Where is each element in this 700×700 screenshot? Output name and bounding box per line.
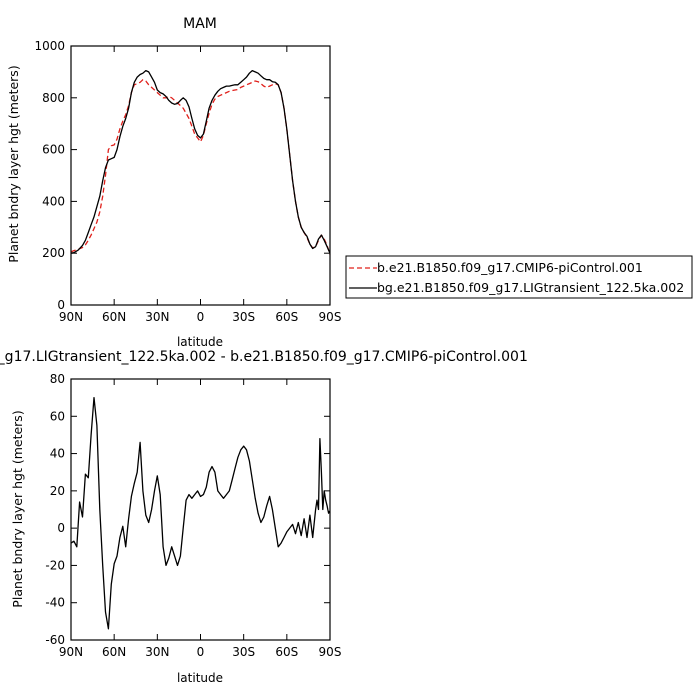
top-panel: MAM Planet bndry layer hgt (meters) lati… <box>6 16 693 349</box>
legend-entry-1: bg.e21.B1850.f09_g17.LIGtransient_122.5k… <box>377 280 684 295</box>
p2-xtick-label: 30S <box>232 645 255 659</box>
p2-xtick-label: 0 <box>197 645 205 659</box>
bottom-series-group <box>70 396 331 630</box>
p2-xtick-label: 60S <box>275 645 298 659</box>
bottom-y-axis-label: Planet bndry layer hgt (meters) <box>10 410 25 607</box>
legend: b.e21.B1850.f09_g17.CMIP6-piControl.001 … <box>345 255 693 299</box>
p1-xtick-label: 0 <box>197 310 205 324</box>
p1-ytick-label: 400 <box>42 194 65 208</box>
top-plot-frame <box>70 45 331 306</box>
top-y-axis-label: Planet bndry layer hgt (meters) <box>6 65 21 262</box>
p1-xtick-label: 30S <box>232 310 255 324</box>
p1-ytick-label: 600 <box>42 143 65 157</box>
p1-ytick-label: 800 <box>42 91 65 105</box>
p2-xtick-label: 90N <box>59 645 83 659</box>
legend-box <box>345 255 693 299</box>
p2-ytick-label: 60 <box>50 409 65 423</box>
p1-ytick-label: 1000 <box>34 39 65 53</box>
top-axis-ticks: 90N 60N 30N 0 30S 60S 90S 0 200 400 600 800 1000 <box>34 39 341 324</box>
p2-ytick-label: -20 <box>45 558 65 572</box>
bottom-x-axis-label: latitude <box>177 671 223 685</box>
p2-series-line-0 <box>70 396 331 630</box>
top-chart-title: MAM <box>183 16 217 32</box>
p2-ytick-label: -40 <box>45 596 65 610</box>
top-x-axis-label: latitude <box>177 335 223 349</box>
p2-ytick-label: 20 <box>50 484 65 498</box>
p1-series-line-1 <box>70 69 331 254</box>
bottom-panel: bg.e21.B1850.f09_g17.LIGtransient_122.5k… <box>0 349 528 685</box>
p1-xtick-label: 30N <box>145 310 169 324</box>
bottom-plot-frame <box>70 378 331 641</box>
p1-ytick-label: 0 <box>57 298 65 312</box>
top-series-group <box>70 69 331 255</box>
p2-xtick-label: 90S <box>319 645 342 659</box>
p2-xtick-label: 60N <box>102 645 126 659</box>
p1-xtick-label: 60S <box>275 310 298 324</box>
p2-ytick-label: 80 <box>50 372 65 386</box>
p2-ytick-label: 0 <box>57 521 65 535</box>
p1-ytick-label: 200 <box>42 246 65 260</box>
p2-ytick-label: -60 <box>45 633 65 647</box>
p1-xtick-label: 90N <box>59 310 83 324</box>
p2-ytick-label: 40 <box>50 447 65 461</box>
p1-xtick-label: 60N <box>102 310 126 324</box>
legend-entry-0: b.e21.B1850.f09_g17.CMIP6-piControl.001 <box>377 260 643 275</box>
p1-xtick-label: 90S <box>319 310 342 324</box>
p2-xtick-label: 30N <box>145 645 169 659</box>
bottom-chart-title: bg.e21.B1850.f09_g17.LIGtransient_122.5k… <box>0 349 528 365</box>
bottom-axis-ticks: 90N 60N 30N 0 30S 60S 90S -60 -40 -20 0 20 40 60 80 <box>45 372 341 659</box>
